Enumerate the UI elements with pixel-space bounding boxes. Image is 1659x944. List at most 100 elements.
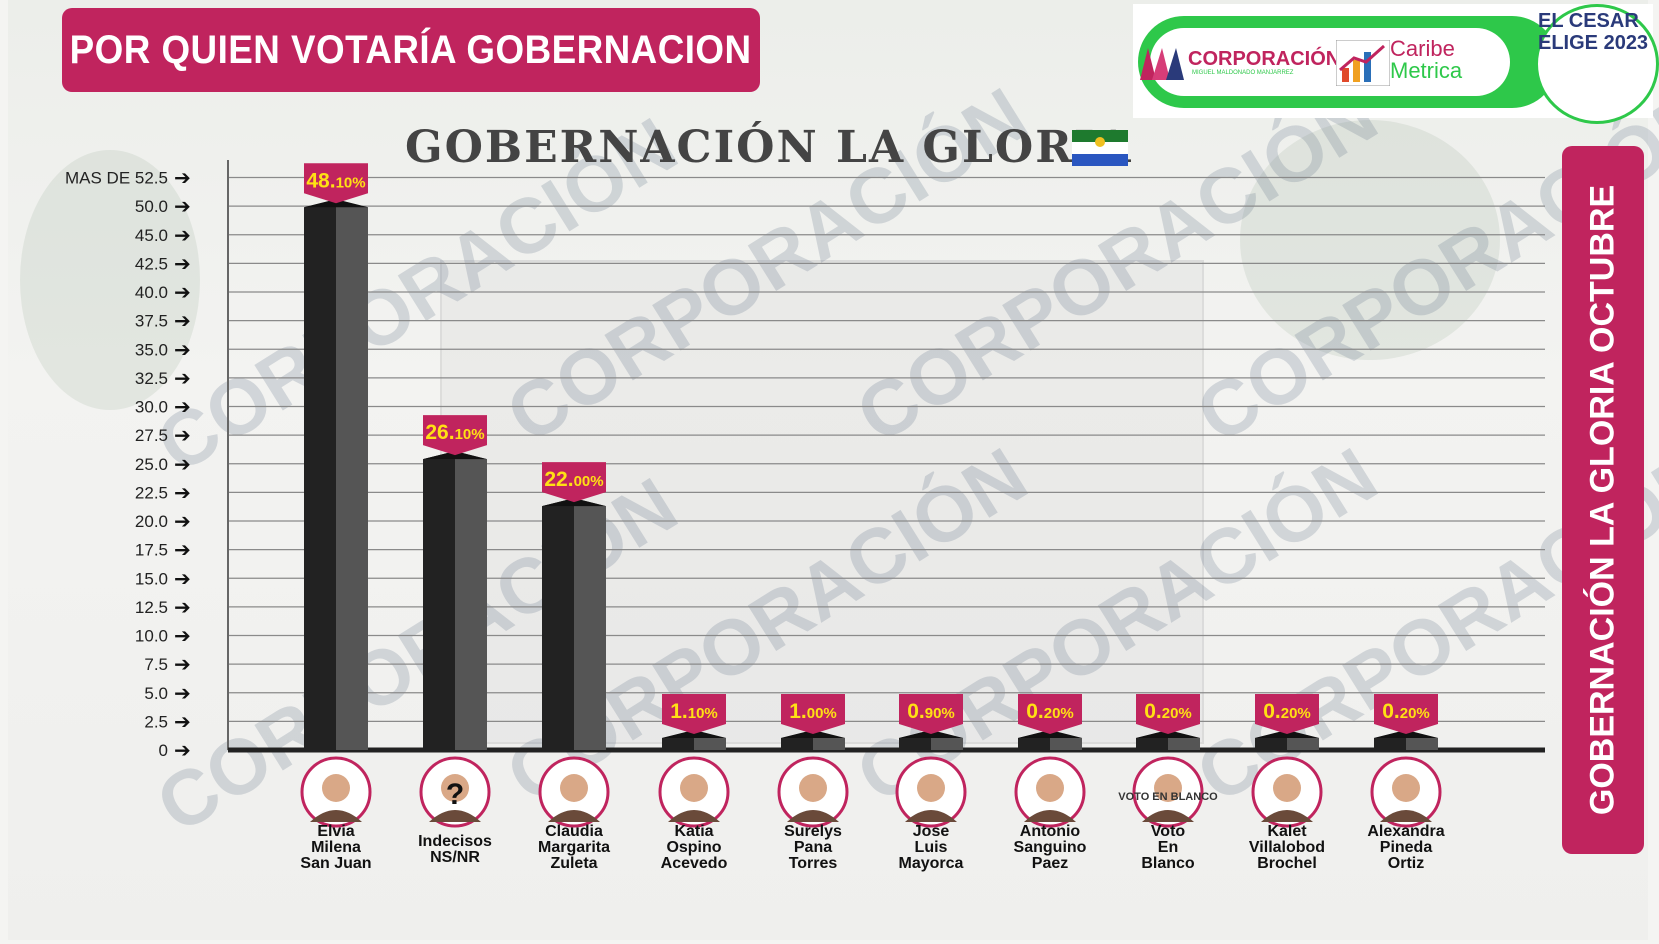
value-label: 0.20% [1144,700,1192,723]
value-label-tag [1136,694,1200,734]
value-label-tag [1018,694,1082,734]
category-label: San Juan [300,855,371,872]
y-tick-arrow-icon: ➔ [174,652,191,676]
value-label-tag [1255,694,1319,734]
candidate-avatar-face [1273,774,1301,802]
candidate-avatar-shoulders [1142,810,1194,822]
logo-inner [1150,28,1510,96]
value-label: 0.90% [907,700,955,723]
category-label: Zuleta [550,855,597,872]
y-tick-arrow-icon: ➔ [174,624,191,648]
bar-front [423,451,455,750]
category-label: Milena [311,839,361,856]
candidate-avatar-face [1036,774,1064,802]
candidate-avatar-shoulders [310,810,362,822]
value-label: 0.20% [1026,700,1074,723]
y-tick-label: 25.0 [135,455,168,474]
category-label: Claudia [545,823,603,840]
y-tick-label: 30.0 [135,398,168,417]
y-tick-arrow-icon: ➔ [174,538,191,562]
category-label: Margarita [538,839,610,856]
y-tick-arrow-icon: ➔ [174,738,191,762]
candidate-avatar-face [1154,774,1182,802]
value-label-tag [542,462,606,503]
category-label: Villalobod [1249,839,1325,856]
y-tick-arrow-icon: ➔ [174,509,191,533]
y-tick-label: 32.5 [135,369,168,388]
category-label: Mayorca [899,855,964,872]
value-label: 1.10% [670,700,718,723]
candidate-avatar-shoulders [905,810,957,822]
category-label: Alexandra [1367,823,1444,840]
bar-side [336,199,368,750]
elige-line1: EL CESAR [1538,10,1639,32]
caribe-line2: Metrica [1390,58,1463,83]
candidate-avatar-face [560,774,588,802]
category-label: En [1158,839,1178,856]
question-mark-icon: ? [446,778,464,811]
value-label: 22.00% [544,468,603,491]
category-label: Pana [794,839,832,856]
y-tick-label: 42.5 [135,254,168,273]
category-label: Ospino [666,839,721,856]
caribe-line1: Caribe [1390,36,1455,61]
candidate-avatar-shoulders [668,810,720,822]
y-tick-label: 15.0 [135,569,168,588]
value-label-tag [304,163,368,204]
header-title: POR QUIEN VOTARÍA GOBERNACION [70,27,752,72]
category-label: Paez [1032,855,1068,872]
y-tick-label: 2.5 [144,712,168,731]
category-label: Jose [913,823,950,840]
value-label-tag [423,415,487,456]
elige-line2: ELIGE 2023 [1538,32,1649,54]
y-tick-arrow-icon: ➔ [174,194,191,218]
y-tick-label: 7.5 [144,655,168,674]
y-tick-arrow-icon: ➔ [174,223,191,247]
y-tick-label: 45.0 [135,226,168,245]
background-palm [20,150,200,410]
value-label-tag [899,694,963,734]
category-label: Acevedo [661,855,728,872]
candidate-avatar-face [917,774,945,802]
y-tick-label: 0 [159,741,168,760]
candidate-avatar-shoulders [429,810,481,822]
category-label: Elvia [317,823,354,840]
chart-title: GOBERNACIÓN LA GLORIA [405,122,1133,173]
value-label: 26.10% [425,421,484,444]
category-label: NS/NR [430,849,480,866]
category-label: Kalet [1267,823,1307,840]
y-tick-arrow-icon: ➔ [174,251,191,275]
y-tick-arrow-icon: ➔ [174,395,191,419]
y-tick-arrow-icon: ➔ [174,309,191,333]
elige-2023-text: EL CESAR ELIGE 2023 [1538,10,1648,54]
bar-front [542,498,574,750]
value-label: 0.20% [1382,700,1430,723]
y-tick-label: MAS DE 52.5 [65,169,168,188]
y-tick-label: 22.5 [135,483,168,502]
category-label: Voto [1151,823,1186,840]
y-tick-label: 5.0 [144,684,168,703]
side-label-box [1562,146,1644,854]
y-tick-arrow-icon: ➔ [174,280,191,304]
value-label: 1.00% [789,700,837,723]
y-tick-label: 37.5 [135,312,168,331]
bar-side [574,498,606,750]
y-tick-arrow-icon: ➔ [174,709,191,733]
header-title-box: POR QUIEN VOTARÍA GOBERNACION [62,8,760,92]
caribe-metrica-logo: Caribe Metrica [1390,38,1462,82]
category-label: Ortiz [1388,855,1424,872]
corporacion-logo-subtext: MIGUEL MALDONADO MANJARREZ [1192,70,1294,76]
category-label: Brochel [1257,855,1317,872]
value-label-tag [781,694,845,734]
y-tick-label: 50.0 [135,197,168,216]
corporacion-logo-icon [1140,48,1184,80]
candidate-avatar-shoulders [787,810,839,822]
corporacion-logo-text: CORPORACIÓN [1188,48,1341,70]
category-label: Katia [674,823,713,840]
bar-front [304,199,336,750]
y-tick-label: 35.0 [135,340,168,359]
category-label: Sanguino [1014,839,1087,856]
category-label: Surelys [784,823,842,840]
candidate-avatar-face [1392,774,1420,802]
y-tick-arrow-icon: ➔ [174,566,191,590]
